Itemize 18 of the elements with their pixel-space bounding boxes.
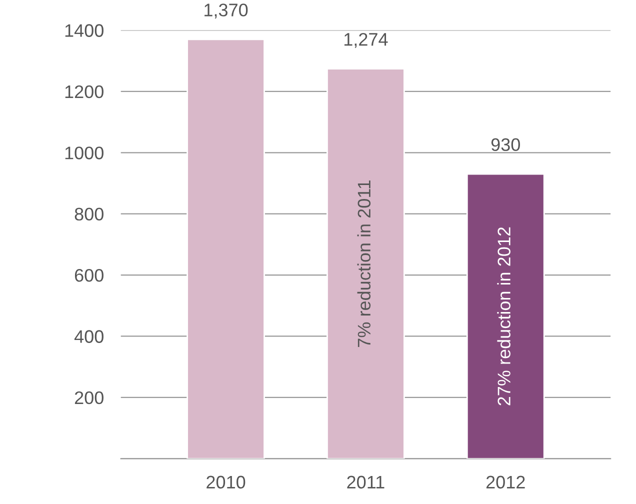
y-tick-label: 800 (74, 208, 104, 221)
x-tick-label: 2011 (347, 476, 384, 489)
x-tick-label: 2012 (486, 476, 525, 489)
bar (466, 173, 545, 459)
y-tick-label: 200 (74, 391, 104, 404)
bar (326, 68, 405, 459)
data-label: 1,274 (344, 32, 388, 48)
data-label: 1,370 (204, 4, 248, 19)
y-tick-label: 600 (74, 268, 104, 282)
y-tick-label: 1000 (65, 146, 104, 160)
x-tick-label: 2010 (206, 476, 246, 489)
data-label: 930 (491, 138, 520, 152)
annotation: 7% reduction in 2011 (357, 180, 371, 347)
bar (186, 38, 265, 459)
y-tick-label: 400 (74, 330, 104, 343)
y-tick-label: 1400 (65, 24, 104, 37)
annotation: 27% reduction in 2012 (497, 227, 510, 406)
y-tick-label: 1200 (65, 85, 104, 98)
